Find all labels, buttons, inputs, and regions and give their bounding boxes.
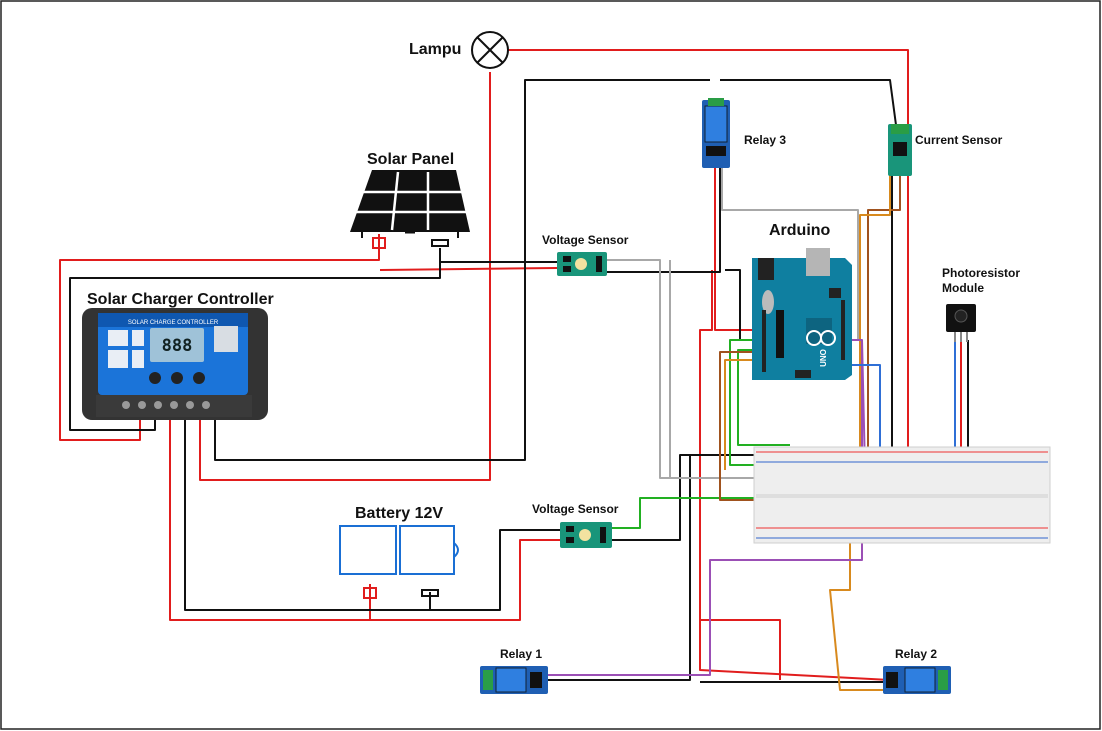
breadboard-icon <box>753 446 1051 544</box>
battery-icon <box>339 525 459 575</box>
relay-1-icon <box>480 666 548 694</box>
voltage-sensor-bottom-label: Voltage Sensor <box>532 502 619 516</box>
current-sensor-label: Current Sensor <box>915 133 1003 147</box>
controller-header-text: SOLAR CHARGE CONTROLLER <box>128 320 219 326</box>
relay-3-label: Relay 3 <box>744 133 787 147</box>
photoresistor-label-line1: Photoresistor <box>942 266 1021 280</box>
panel-negative-terminal-icon <box>431 239 449 247</box>
lamp-label: Lampu <box>409 41 462 58</box>
battery-label: Battery 12V <box>355 505 444 522</box>
relay-1-label: Relay 1 <box>500 647 543 661</box>
wires <box>59 49 969 691</box>
arduino-brand-text: UNO <box>819 349 828 367</box>
solar-panel-label: Solar Panel <box>367 151 455 168</box>
charge-controller-icon <box>82 308 268 420</box>
photoresistor-label-line2: Module <box>942 281 984 295</box>
battery-negative-terminal-icon <box>421 589 439 597</box>
voltage-sensor-top-label: Voltage Sensor <box>542 233 629 247</box>
photoresistor-module-icon <box>946 304 976 342</box>
voltage-sensor-top-icon <box>557 252 607 276</box>
arduino-label: Arduino <box>769 222 831 239</box>
lamp-icon <box>471 31 509 69</box>
voltage-sensor-bottom-icon <box>560 522 612 548</box>
arduino-board-icon <box>752 248 852 380</box>
solar-panel-icon <box>350 170 470 238</box>
relay-2-label: Relay 2 <box>895 647 938 661</box>
panel-positive-terminal-icon <box>372 234 386 252</box>
relay-2-icon <box>883 666 951 694</box>
relay-3-icon <box>702 98 730 168</box>
controller-display-text: 888 <box>162 336 193 356</box>
charge-controller-label: Solar Charger Controller <box>87 291 274 308</box>
battery-positive-terminal-icon <box>363 584 377 602</box>
current-sensor-icon <box>888 124 912 176</box>
